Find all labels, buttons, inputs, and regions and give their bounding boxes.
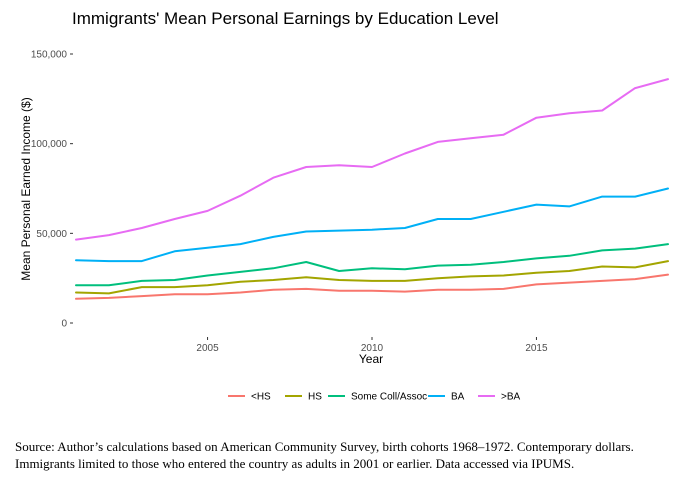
x-tick-label: 2010 [361,343,384,354]
y-axis-title: Mean Personal Earned Income ($) [19,97,33,280]
x-tick-label: 2015 [525,343,548,354]
plot-lines [75,78,669,300]
legend-label-3: BA [451,392,465,403]
legend-label-0: <HS [251,392,271,403]
y-tick-label: 50,000 [36,229,67,240]
x-axis: 2005 2010 2015 [196,337,548,354]
series-line-0 [75,273,669,300]
legend: <HS HS Some Coll/Assoc BA >BA [228,392,521,403]
series-line-3 [75,187,669,263]
x-tick-label: 2005 [196,343,219,354]
y-tick-label: 0 [61,319,67,330]
chart-title: Immigrants' Mean Personal Earnings by Ed… [72,9,499,28]
y-tick-label: 100,000 [31,139,68,150]
y-tick-label: 150,000 [31,50,68,61]
caption-line-2: Immigrants limited to those who entered … [15,456,575,471]
legend-label-4: >BA [501,392,521,403]
legend-label-1: HS [308,392,322,403]
caption-line-1: Source: Author’s calculations based on A… [15,439,634,454]
x-axis-title: Year [359,352,383,366]
legend-label-2: Some Coll/Assoc [351,392,427,403]
series-line-4 [75,78,669,241]
series-line-1 [75,260,669,295]
series-line-2 [75,243,669,287]
caption: Source: Author’s calculations based on A… [15,438,680,472]
y-axis: 0 50,000 100,000 150,000 [31,50,73,330]
